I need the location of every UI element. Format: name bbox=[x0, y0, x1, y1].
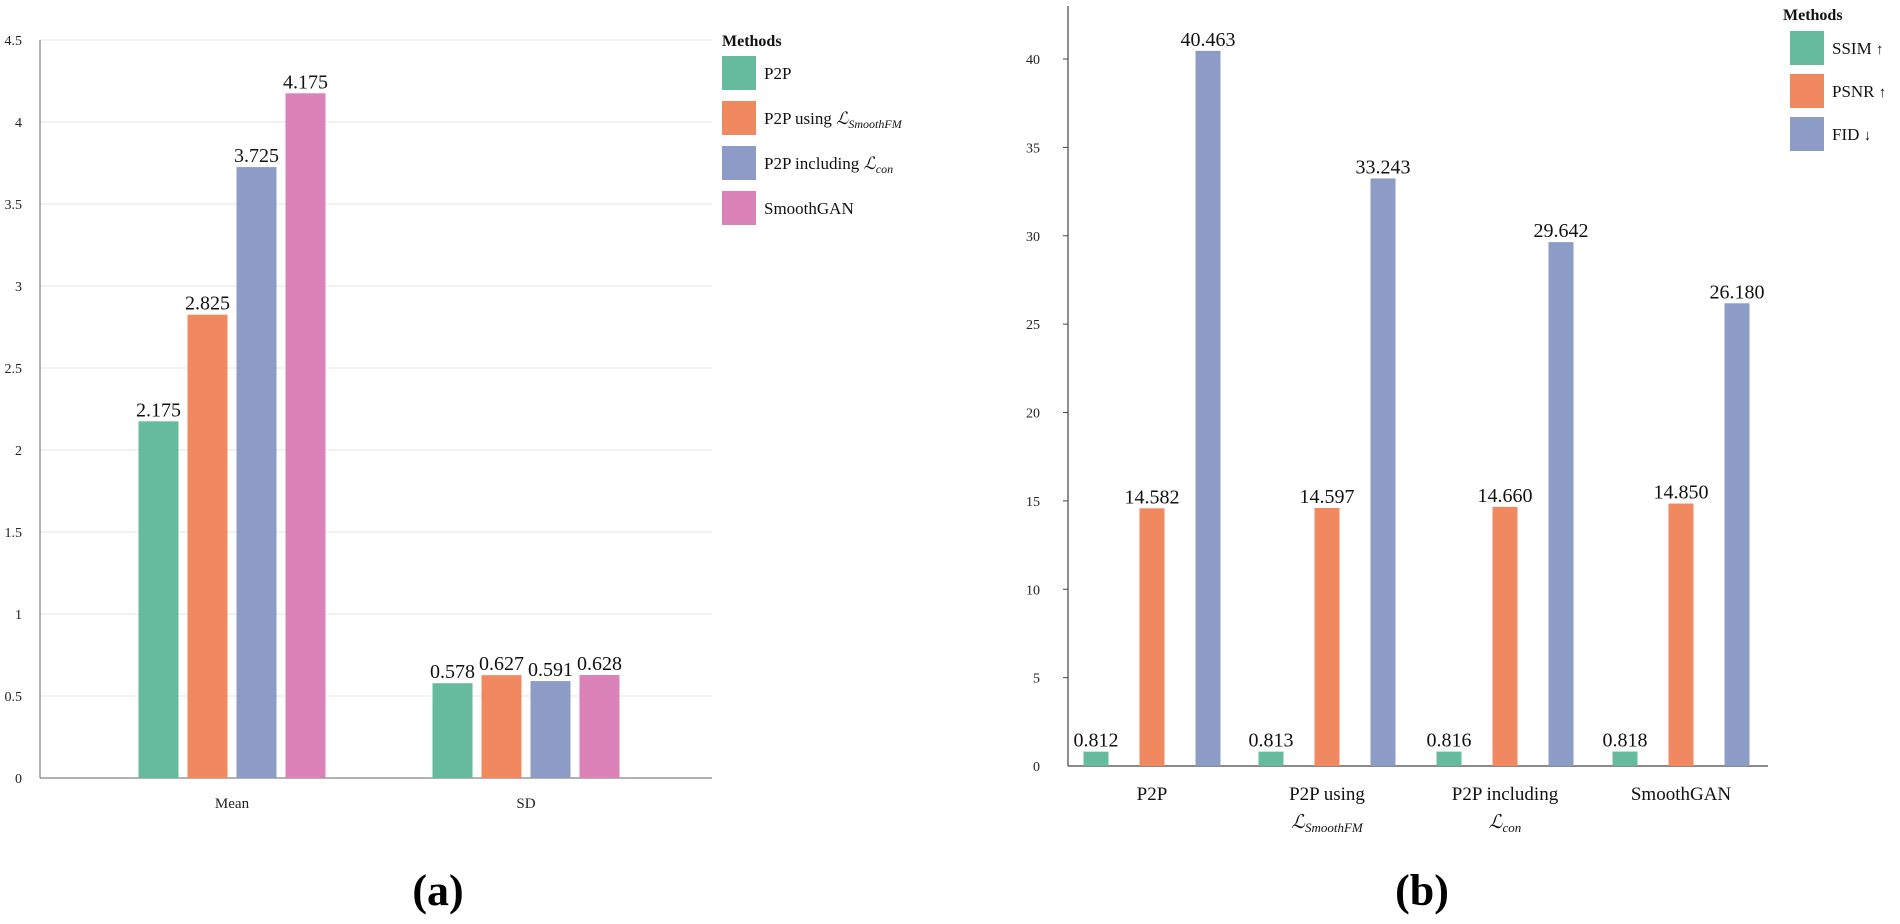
y-tick-label: 1 bbox=[15, 608, 22, 623]
bar bbox=[530, 681, 571, 778]
y-tick-label: 3.5 bbox=[5, 198, 23, 213]
bar bbox=[1370, 178, 1396, 767]
bar bbox=[481, 675, 522, 778]
bar bbox=[1258, 751, 1284, 766]
data-label: 26.180 bbox=[1710, 281, 1765, 303]
bar bbox=[1083, 751, 1109, 766]
bar bbox=[1314, 508, 1340, 766]
legend-label: P2P including ℒcon bbox=[764, 154, 893, 176]
y-tick-label: 30 bbox=[1026, 230, 1040, 245]
x-tick-label: SD bbox=[516, 796, 535, 812]
data-label: 0.816 bbox=[1427, 730, 1472, 752]
y-tick-label: 4 bbox=[15, 116, 22, 131]
bar bbox=[1195, 50, 1221, 766]
bar bbox=[432, 683, 473, 778]
x-tick-label-math: ℒSmoothFM bbox=[1291, 812, 1364, 835]
bar bbox=[1548, 242, 1574, 767]
data-label: 14.597 bbox=[1300, 486, 1355, 508]
bar bbox=[579, 675, 620, 778]
y-tick-label: 0.5 bbox=[5, 690, 23, 705]
panel-a-label: (a) bbox=[412, 866, 463, 915]
legend-swatch bbox=[1790, 117, 1824, 151]
y-tick-label: 5 bbox=[1033, 672, 1040, 687]
legend-label: SSIM ↑ bbox=[1832, 39, 1883, 58]
data-label: 0.578 bbox=[430, 661, 475, 683]
legend-swatch bbox=[722, 101, 756, 135]
y-tick-label: 4.5 bbox=[5, 34, 23, 49]
data-label: 4.175 bbox=[283, 71, 328, 93]
bar bbox=[1724, 303, 1750, 766]
data-label: 2.825 bbox=[185, 293, 230, 315]
data-label: 29.642 bbox=[1534, 220, 1589, 242]
y-tick-label: 1.5 bbox=[5, 526, 23, 541]
data-label: 0.818 bbox=[1603, 730, 1648, 752]
legend-swatch bbox=[1790, 74, 1824, 108]
x-tick-label: P2P bbox=[1137, 784, 1168, 805]
y-tick-label: 35 bbox=[1026, 141, 1040, 156]
data-label: 0.812 bbox=[1074, 730, 1119, 752]
y-tick-label: 3 bbox=[15, 280, 22, 295]
y-tick-label: 2.5 bbox=[5, 362, 23, 377]
data-label: 14.660 bbox=[1478, 485, 1533, 507]
legend-label: P2P using ℒSmoothFM bbox=[764, 109, 903, 131]
y-tick-label: 40 bbox=[1026, 53, 1040, 68]
panel-b-chart: 0 5 10 15 20 25 30 35 40 P2P 0.812 14.582 40.463 P2P … bbox=[1026, 6, 1886, 835]
data-label: 40.463 bbox=[1181, 29, 1236, 51]
x-tick-label: Mean bbox=[215, 796, 250, 812]
bar bbox=[1612, 751, 1638, 766]
bar bbox=[1436, 751, 1462, 766]
bar bbox=[138, 421, 179, 778]
y-tick-label: 10 bbox=[1026, 583, 1040, 598]
y-tick-label: 0 bbox=[1033, 760, 1040, 775]
legend-title: Methods bbox=[722, 33, 782, 50]
bar bbox=[285, 93, 326, 779]
x-tick-label: P2P including bbox=[1452, 784, 1559, 805]
bar bbox=[236, 167, 277, 779]
legend-label: PSNR ↑ bbox=[1832, 82, 1886, 101]
data-label: 14.582 bbox=[1125, 486, 1180, 508]
legend-label: FID ↓ bbox=[1832, 125, 1871, 144]
legend-swatch bbox=[722, 191, 756, 225]
bar bbox=[187, 314, 228, 778]
data-label: 14.850 bbox=[1654, 482, 1709, 504]
data-label: 0.813 bbox=[1249, 730, 1294, 752]
data-label: 0.627 bbox=[479, 653, 524, 675]
data-label: 0.591 bbox=[528, 659, 573, 681]
y-tick-label: 2 bbox=[15, 444, 22, 459]
x-tick-label-math: ℒcon bbox=[1489, 812, 1521, 835]
data-label: 2.175 bbox=[136, 399, 181, 421]
legend-title: Methods bbox=[1783, 7, 1843, 24]
legend-swatch bbox=[722, 56, 756, 90]
x-tick-label: SmoothGAN bbox=[1631, 784, 1732, 805]
bar bbox=[1668, 503, 1694, 766]
x-tick-label: P2P using bbox=[1289, 784, 1365, 805]
data-label: 3.725 bbox=[234, 145, 279, 167]
data-label: 0.628 bbox=[577, 653, 622, 675]
legend-swatch bbox=[722, 146, 756, 180]
y-tick-label: 0 bbox=[15, 772, 22, 787]
legend-label: SmoothGAN bbox=[764, 199, 854, 218]
data-label: 33.243 bbox=[1356, 156, 1411, 178]
y-tick-label: 25 bbox=[1026, 318, 1040, 333]
bar bbox=[1492, 506, 1518, 766]
legend-label: P2P bbox=[764, 64, 791, 83]
bar bbox=[1139, 508, 1165, 766]
y-tick-label: 20 bbox=[1026, 407, 1040, 422]
panel-a-chart: 0 0.5 1 1.5 2 2.5 3 3.5 4 4.5 Mean 2.175 2.825 3.725 4… bbox=[5, 33, 903, 812]
panel-b-label: (b) bbox=[1395, 866, 1449, 915]
legend-swatch bbox=[1790, 31, 1824, 65]
y-tick-label: 15 bbox=[1026, 495, 1040, 510]
